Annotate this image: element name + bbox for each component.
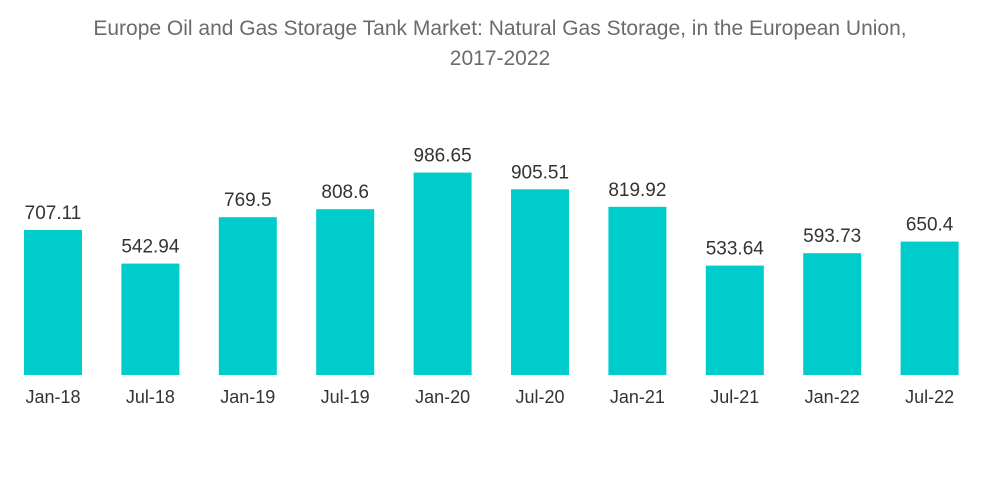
bar-jan-18 — [24, 230, 82, 375]
chart-title-line-2: 2017-2022 — [449, 47, 551, 70]
value-label: 542.94 — [121, 237, 180, 258]
value-label: 808.6 — [321, 182, 369, 203]
value-label: 707.11 — [25, 203, 82, 224]
x-tick-label: Jul-20 — [515, 387, 564, 407]
x-tick-label: Jul-21 — [710, 387, 759, 407]
bar-jan-22 — [803, 253, 862, 375]
bar-jul-21 — [705, 265, 764, 375]
value-label: 769.5 — [224, 190, 272, 211]
bar-jul-18 — [121, 263, 180, 375]
value-label: 650.4 — [906, 215, 954, 236]
x-tick-label: Jan-18 — [25, 387, 80, 407]
x-tick-label: Jul-18 — [126, 387, 175, 407]
bar-jan-20 — [413, 172, 472, 375]
x-tick-label: Jan-19 — [220, 387, 275, 407]
chart-title-line-1: Europe Oil and Gas Storage Tank Market: … — [93, 17, 907, 40]
x-tick-label: Jan-20 — [415, 387, 470, 407]
value-label: 593.73 — [803, 226, 861, 247]
value-label: 533.64 — [706, 239, 765, 260]
value-label: 819.92 — [608, 180, 666, 201]
bar-jul-20 — [511, 189, 569, 375]
value-label: 905.51 — [511, 162, 569, 183]
chart-title: Europe Oil and Gas Storage Tank Market: … — [0, 14, 1000, 74]
bar-jan-19 — [218, 217, 277, 375]
x-tick-label: Jan-22 — [805, 387, 860, 407]
x-tick-label: Jul-22 — [905, 387, 954, 407]
bar-jan-21 — [608, 206, 667, 375]
bar-jul-19 — [316, 209, 375, 375]
value-label: 986.65 — [414, 146, 472, 167]
x-tick-label: Jul-19 — [321, 387, 370, 407]
bar-jul-22 — [900, 241, 959, 375]
x-tick-label: Jan-21 — [610, 387, 665, 407]
